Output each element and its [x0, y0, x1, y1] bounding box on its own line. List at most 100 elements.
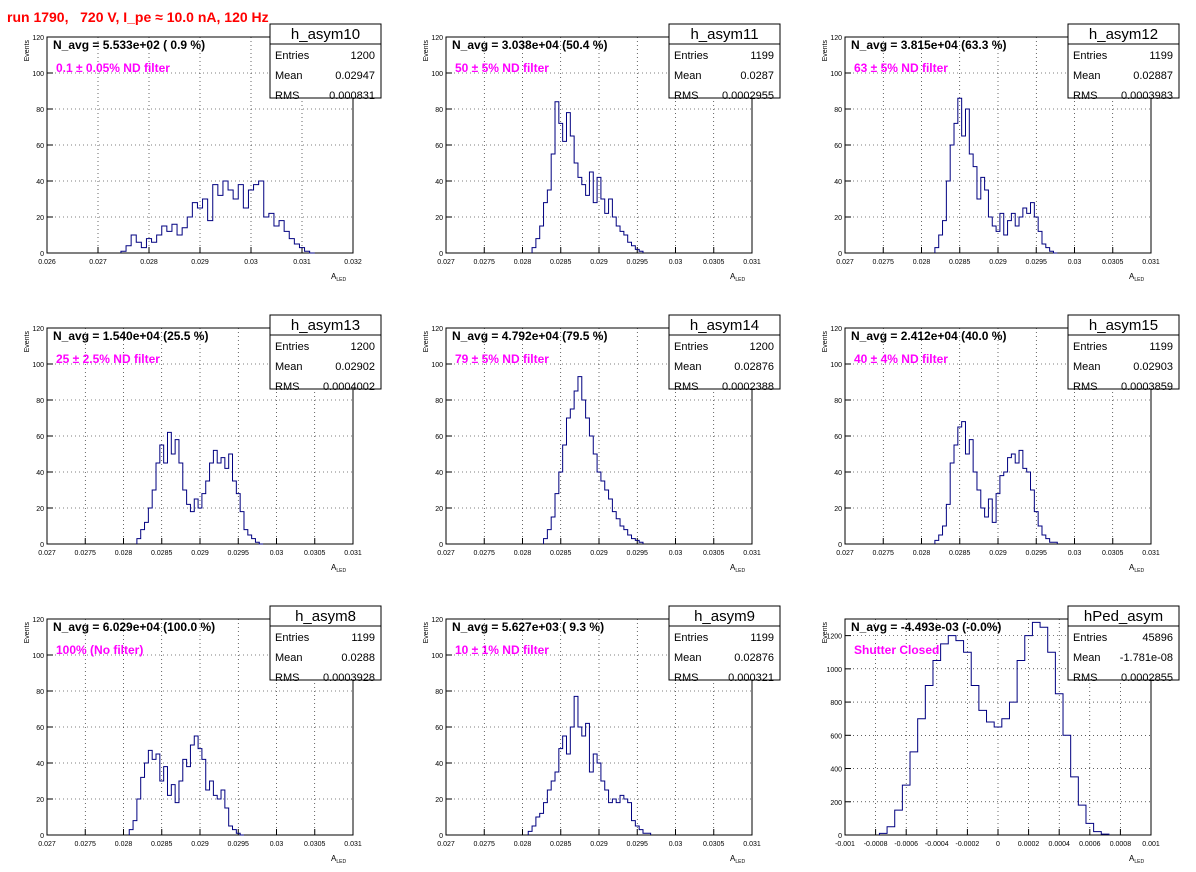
histogram-bin	[985, 190, 989, 253]
histogram-bin	[965, 454, 969, 544]
histogram-panel: 0 20 40 60 80 100 120 0.027 0.0275 0.028 0.0285 0.0…	[822, 314, 1180, 574]
histogram-bin	[225, 468, 229, 544]
histogram-bin	[632, 539, 636, 544]
histogram-bin	[612, 217, 616, 253]
histogram-bin	[635, 540, 639, 544]
y-tick-label: 0	[40, 251, 44, 258]
navg-label: N_avg = -4.493e-03 (-0.0%)	[851, 620, 1001, 634]
x-tick-label: 0.028	[115, 841, 133, 848]
histogram-bin	[555, 772, 559, 835]
stats-value: 0.02903	[1133, 361, 1173, 373]
histogram-outline	[531, 101, 644, 253]
x-tick-label: 0.0285	[949, 259, 971, 266]
x-axis-title: ALED	[331, 854, 346, 865]
histogram-bin	[210, 781, 214, 835]
x-tick-label: 0.028	[514, 841, 532, 848]
y-tick-label: 60	[36, 725, 44, 732]
stats-label: RMS	[275, 90, 299, 102]
stats-hist-name: h_asym8	[295, 608, 356, 625]
run-title: run 1790, 720 V, I_pe ≈ 10.0 nA, 120 Hz	[7, 9, 269, 25]
histogram-bin	[994, 727, 1002, 835]
histogram-bin	[616, 519, 620, 544]
y-tick-label: 120	[431, 326, 443, 333]
y-tick-label: 80	[36, 689, 44, 696]
histogram-bin	[217, 799, 221, 835]
navg-label: N_avg = 5.627e+03 ( 9.3 %)	[452, 620, 604, 634]
stats-value: 1199	[750, 50, 774, 62]
histogram-bin	[643, 833, 647, 835]
y-tick-label: 40	[435, 470, 443, 477]
histogram-outline	[878, 621, 1110, 835]
histogram-bin	[528, 831, 532, 835]
histogram-bin	[229, 454, 233, 544]
y-tick-label: 20	[36, 506, 44, 513]
x-tick-label: 0.03	[244, 259, 258, 266]
x-axis-title: ALED	[331, 272, 346, 283]
histogram-bin	[1002, 719, 1010, 835]
x-tick-label: 0.027	[836, 259, 854, 266]
histogram-bin	[992, 522, 996, 544]
histogram-bin	[958, 427, 962, 544]
histogram-bin	[616, 803, 620, 835]
histogram-bin	[536, 817, 540, 835]
histogram-bin	[248, 190, 253, 253]
histogram-bin	[1019, 450, 1023, 544]
histogram-bin	[925, 685, 933, 835]
histogram-bin	[187, 217, 192, 253]
stats-label: RMS	[1073, 672, 1097, 684]
histogram-bin	[167, 432, 171, 544]
histogram-bin	[1015, 463, 1019, 544]
y-tick-label: 0	[439, 833, 443, 840]
histogram-bin	[540, 813, 544, 835]
x-tick-label: 0.03	[669, 841, 683, 848]
y-tick-label: 20	[834, 506, 842, 513]
x-axis-title-sub: LED	[735, 859, 745, 865]
x-tick-label: 0.0275	[873, 550, 895, 557]
histogram-bin	[233, 830, 237, 835]
x-tick-label: 0.027	[89, 259, 107, 266]
stats-label: Mean	[674, 652, 702, 664]
histogram-bin	[574, 391, 578, 544]
x-tick-label: 0.0285	[550, 550, 572, 557]
histogram-bin	[943, 221, 947, 253]
histogram-bin	[152, 759, 156, 835]
stats-label: RMS	[674, 90, 698, 102]
histogram-bin	[609, 499, 613, 544]
stats-label: RMS	[1073, 90, 1097, 102]
y-tick-label: 80	[435, 107, 443, 114]
histogram-bin	[1046, 248, 1050, 253]
x-tick-label: -0.0004	[925, 841, 949, 848]
y-tick-label: 400	[830, 767, 842, 774]
stats-label: Entries	[275, 632, 310, 644]
x-tick-label: 0.027	[836, 550, 854, 557]
y-tick-label: 100	[32, 362, 44, 369]
histogram-bin	[555, 102, 559, 253]
histogram-bin	[946, 504, 950, 544]
histogram-bin	[620, 526, 624, 544]
histogram-bin	[609, 803, 613, 835]
histogram-bin	[148, 508, 152, 544]
stats-box	[668, 314, 781, 390]
y-tick-label: 20	[435, 215, 443, 222]
y-tick-label: 800	[830, 700, 842, 707]
y-tick-label: 80	[435, 398, 443, 405]
histogram-bin	[236, 494, 240, 544]
histogram-bin	[182, 228, 187, 253]
y-tick-label: 100	[431, 71, 443, 78]
y-tick-label: 100	[830, 71, 842, 78]
histogram-bin	[137, 539, 141, 544]
histogram-bin	[1094, 832, 1102, 835]
histogram-bin	[137, 799, 141, 835]
x-axis-title-sub: LED	[1134, 859, 1144, 865]
y-tick-label: 100	[32, 653, 44, 660]
x-tick-label: 0.027	[437, 259, 455, 266]
x-tick-label: 0	[996, 841, 1000, 848]
x-tick-label: 0.0305	[1102, 259, 1124, 266]
stats-box	[269, 605, 382, 681]
histogram-bin	[172, 224, 177, 253]
navg-label: N_avg = 1.540e+04 (25.5 %)	[53, 329, 208, 343]
x-tick-label: 0.029	[989, 259, 1007, 266]
histogram-bin	[532, 826, 536, 835]
histogram-bin	[605, 490, 609, 544]
histogram-bin	[895, 810, 903, 835]
